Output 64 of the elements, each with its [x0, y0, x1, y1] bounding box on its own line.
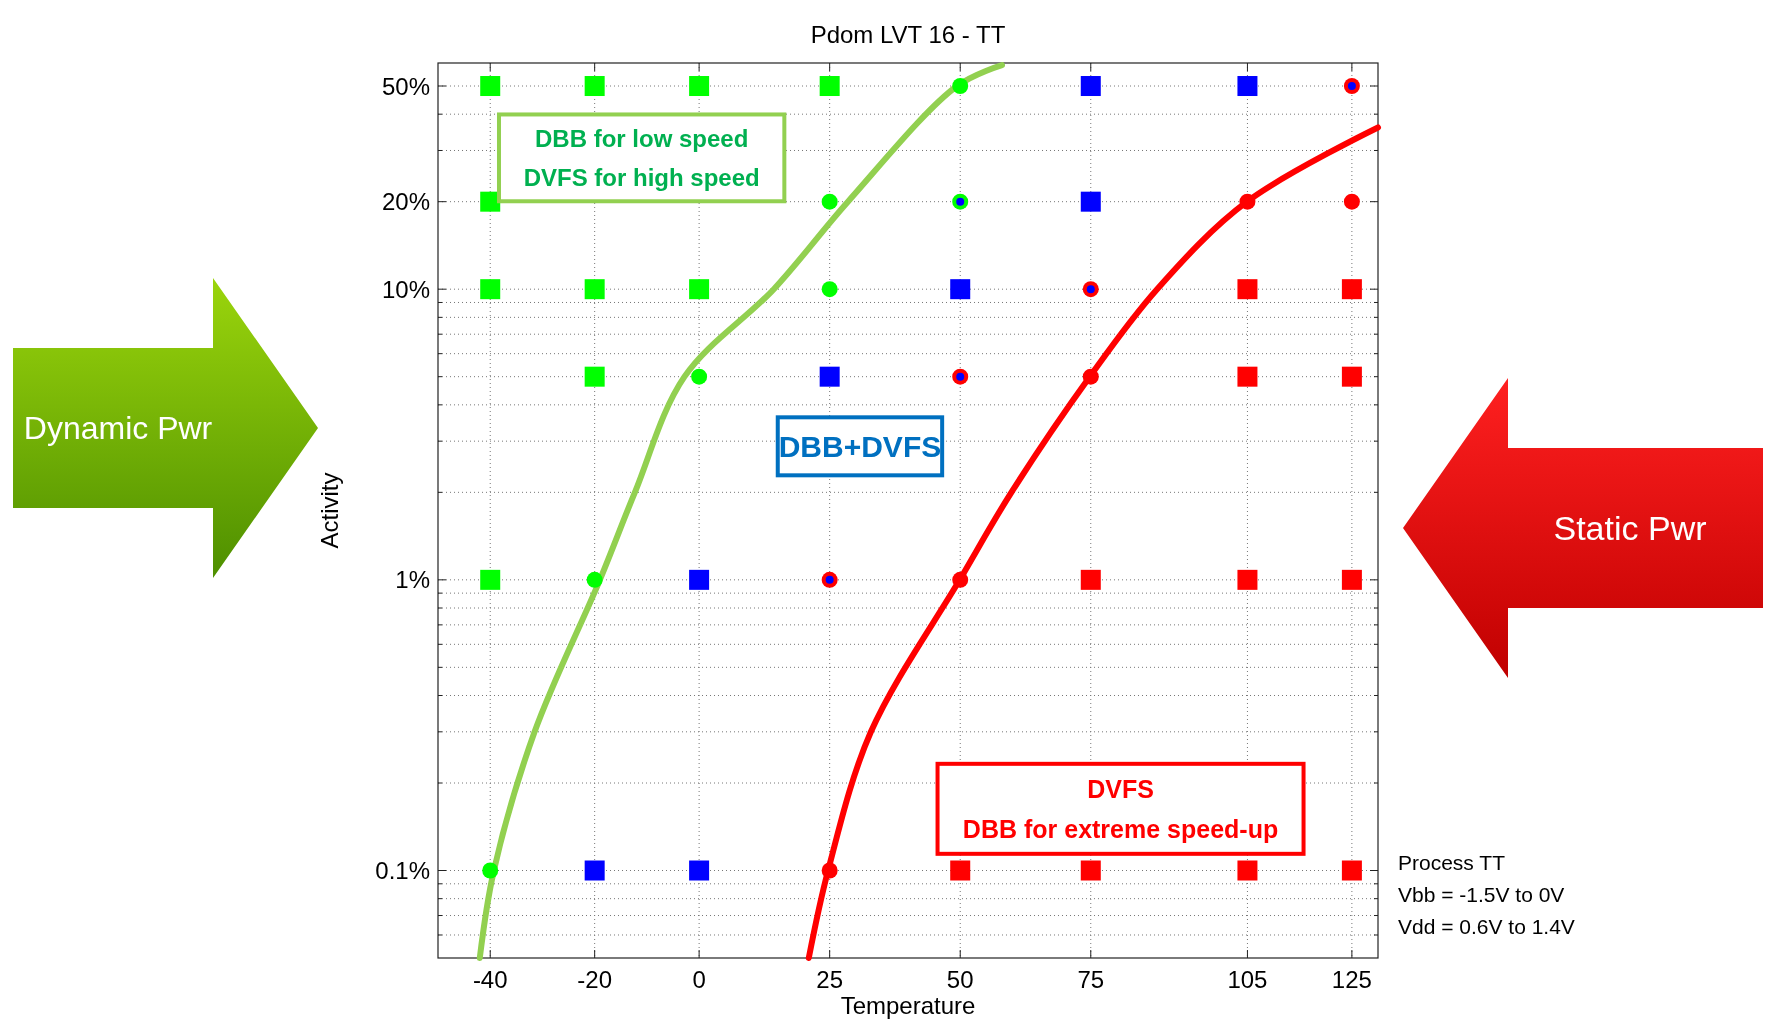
point — [584, 366, 605, 387]
point — [821, 193, 838, 210]
point — [1343, 193, 1360, 210]
point — [1080, 76, 1101, 97]
x-tick-label: -40 — [472, 966, 508, 993]
chart-title: Pdom LVT 16 - TT — [810, 21, 1006, 48]
text: Static Pwr — [1553, 509, 1707, 547]
point — [1239, 193, 1256, 210]
point — [691, 368, 708, 385]
point — [1341, 569, 1362, 590]
annotation: DBB+DVFS — [778, 429, 942, 463]
point — [952, 571, 969, 588]
point — [1080, 569, 1101, 590]
point — [1237, 860, 1258, 881]
point — [689, 569, 710, 590]
point — [1080, 191, 1101, 212]
point — [584, 76, 605, 97]
point — [1341, 860, 1362, 881]
text: Dynamic Pwr — [23, 410, 213, 446]
text: Vdd = 0.6V to 1.4V — [1398, 915, 1575, 938]
point — [1080, 860, 1101, 881]
x-tick-label: 25 — [816, 966, 844, 993]
point — [1237, 569, 1258, 590]
text: Vbb = -1.5V to 0V — [1398, 883, 1565, 906]
point — [1237, 366, 1258, 387]
point — [689, 279, 710, 300]
x-tick-label: 105 — [1227, 966, 1268, 993]
point — [482, 862, 499, 879]
point — [950, 279, 971, 300]
point — [480, 569, 501, 590]
y-tick-label: 0.1% — [375, 857, 430, 884]
annotation: DBB for low speed DVFS for high speed — [523, 125, 760, 191]
point — [1341, 366, 1362, 387]
x-tick-label: 125 — [1331, 966, 1372, 993]
point — [821, 281, 838, 298]
x-tick-label: -20 — [577, 966, 613, 993]
point — [821, 862, 838, 879]
x-tick-label: 0 — [692, 966, 706, 993]
y-tick-label: 1% — [395, 566, 430, 594]
x-axis-title: Temperature — [840, 992, 976, 1019]
point — [950, 860, 971, 881]
y-tick-label: 20% — [381, 188, 430, 216]
x-tick-label: 50 — [946, 966, 974, 993]
point — [1341, 279, 1362, 300]
point — [819, 366, 840, 387]
point — [584, 279, 605, 300]
y-tick-label: 10% — [381, 275, 430, 303]
point — [1237, 279, 1258, 300]
point — [952, 78, 969, 95]
point — [689, 860, 710, 881]
point — [586, 571, 603, 588]
point — [819, 76, 840, 97]
point — [1237, 76, 1258, 97]
y-tick-label: 50% — [381, 72, 430, 100]
y-axis-title: Activity — [316, 472, 343, 549]
point — [689, 76, 710, 97]
x-tick-label: 75 — [1077, 966, 1105, 993]
text: Process TT — [1398, 851, 1506, 874]
point — [1082, 368, 1099, 385]
point — [480, 76, 501, 97]
point — [480, 191, 501, 212]
point — [480, 279, 501, 300]
point — [584, 860, 605, 881]
annotation: DVFS DBB for extreme speed-up — [962, 774, 1279, 843]
